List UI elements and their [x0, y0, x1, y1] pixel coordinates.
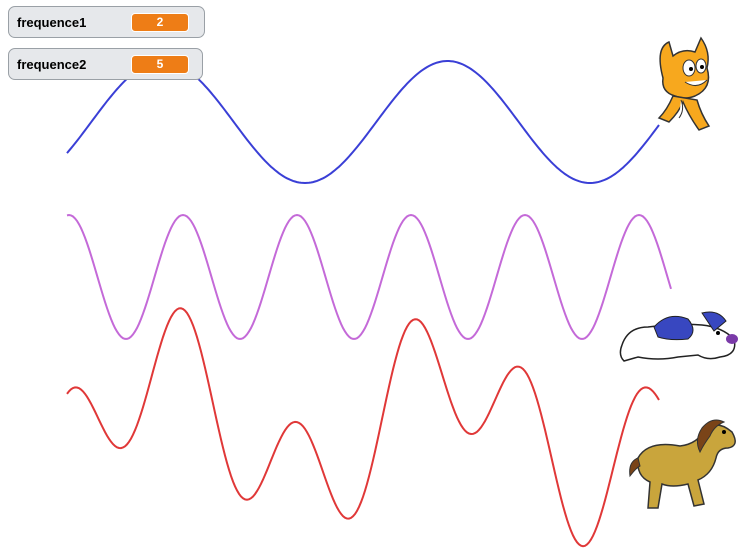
monitor-value: 2 [131, 12, 189, 32]
horse-sprite[interactable] [629, 419, 736, 509]
monitor-label: frequence1 [17, 14, 87, 30]
monitor-label: frequence2 [17, 56, 87, 72]
monitor-value: 5 [131, 54, 189, 74]
dog-sprite[interactable] [619, 311, 738, 362]
variable-monitor[interactable]: frequence2 5 [8, 48, 203, 80]
purple-wave [66, 213, 672, 340]
cat-sprite[interactable] [657, 36, 711, 131]
variable-monitor[interactable]: frequence1 2 [8, 6, 205, 38]
red-wave [66, 307, 660, 548]
